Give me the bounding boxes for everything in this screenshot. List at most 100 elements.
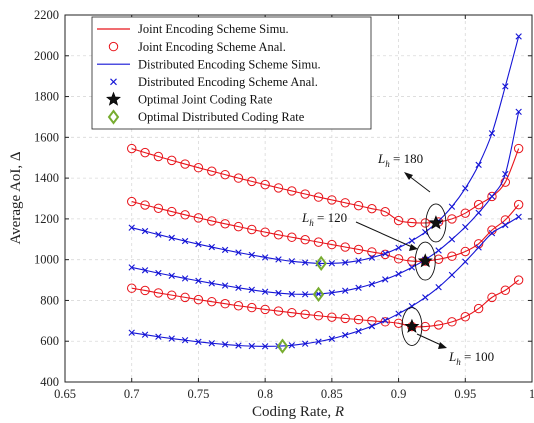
x-tick-label: 0.95	[454, 387, 476, 401]
point-marker-joint-lh100	[460, 312, 470, 322]
point-marker-distributed-lh100	[128, 329, 135, 336]
point-marker-distributed-lh180	[368, 254, 376, 261]
series-line-joint-lh180	[131, 148, 520, 224]
optimal-joint-marker	[404, 318, 420, 333]
point-marker-joint-lh120	[340, 242, 350, 252]
y-tick-label: 1400	[34, 171, 59, 185]
point-marker-distributed-lh120	[342, 287, 349, 294]
point-marker-distributed-lh100	[515, 213, 522, 221]
point-marker-distributed-lh180	[128, 224, 135, 231]
annotation-arrow-100	[416, 333, 442, 346]
y-axis-title: Average AoI, Δ	[8, 151, 24, 244]
point-marker-joint-lh180	[353, 200, 364, 211]
series-joint-lh100	[127, 275, 524, 332]
point-marker-joint-lh120	[273, 230, 284, 240]
group-ellipse	[425, 203, 447, 243]
plot-frame	[64, 14, 533, 383]
optimal-joint-marker	[417, 253, 433, 268]
point-marker-distributed-lh100	[288, 342, 296, 349]
point-marker-joint-lh180	[473, 199, 484, 210]
legend-label: Joint Encoding Scheme Simu.	[138, 22, 289, 36]
legend-item: Joint Encoding Scheme Simu.	[97, 22, 289, 36]
point-marker-joint-lh120	[260, 227, 270, 237]
point-marker-joint-lh120	[380, 249, 390, 260]
point-marker-distributed-lh180	[275, 256, 282, 263]
point-marker-joint-lh100	[313, 311, 324, 321]
x-axis-title: Coding Rate, R	[252, 404, 344, 420]
point-marker-distributed-lh180	[168, 234, 175, 242]
point-marker-distributed-lh180	[488, 130, 496, 137]
point-marker-joint-lh120	[153, 203, 164, 213]
series-line-joint-lh120	[131, 201, 520, 262]
point-marker-distributed-lh180	[382, 250, 389, 257]
annotation-lh-180: Lh = 180	[377, 151, 423, 169]
point-marker-distributed-lh120	[181, 275, 189, 282]
point-marker-joint-lh180	[273, 183, 284, 193]
series-distributed-lh120	[128, 108, 522, 298]
point-marker-joint-lh120	[167, 206, 177, 217]
point-marker-distributed-lh120	[235, 284, 242, 291]
point-marker-distributed-lh100	[261, 343, 269, 350]
point-marker-joint-lh180	[513, 143, 524, 154]
series-line-joint-lh100	[131, 279, 519, 328]
point-marker-joint-lh100	[140, 285, 150, 296]
point-marker-joint-lh180	[220, 169, 230, 180]
point-marker-distributed-lh180	[448, 203, 456, 210]
point-marker-joint-lh180	[300, 189, 310, 199]
point-marker-distributed-lh120	[328, 289, 336, 296]
point-marker-distributed-lh100	[221, 341, 229, 348]
legend-label: Optimal Distributed Coding Rate	[138, 110, 305, 124]
group-ellipse	[414, 241, 436, 281]
point-marker-joint-lh120	[220, 219, 230, 229]
point-marker-distributed-lh100	[395, 310, 402, 317]
point-marker-distributed-lh120	[382, 276, 389, 283]
point-marker-joint-lh100	[233, 301, 244, 311]
legend-item: Optimal Distributed Coding Rate	[107, 109, 305, 125]
point-marker-joint-lh120	[127, 196, 137, 207]
axis-ticks: 0.65 0.7 0.75 0.8 0.85 0.9 0.95 140060080010001…	[34, 8, 534, 401]
x-tick-label: 0.9	[391, 387, 407, 401]
point-marker-distributed-lh120	[355, 284, 362, 291]
legend-item: Distributed Encoding Scheme Anal.	[110, 75, 318, 89]
point-marker-joint-lh120	[353, 244, 364, 255]
point-marker-joint-lh100	[180, 292, 190, 303]
point-marker-distributed-lh180	[235, 249, 242, 256]
point-marker-joint-lh120	[460, 246, 470, 257]
point-marker-distributed-lh100	[141, 331, 149, 338]
point-marker-distributed-lh120	[488, 193, 496, 200]
point-marker-joint-lh100	[340, 313, 350, 324]
point-marker-joint-lh100	[153, 288, 164, 298]
point-marker-joint-lh180	[367, 203, 377, 214]
point-marker-joint-lh100	[300, 309, 310, 320]
point-marker-distributed-lh100	[248, 342, 255, 350]
point-marker-joint-lh120	[140, 200, 150, 210]
point-marker-distributed-lh120	[261, 288, 269, 295]
point-marker-joint-lh100	[247, 302, 257, 313]
point-marker-joint-lh180	[460, 208, 470, 218]
point-marker-joint-lh120	[433, 254, 444, 264]
point-marker-joint-lh120	[180, 210, 190, 220]
point-marker-distributed-lh120	[475, 209, 482, 216]
point-marker-joint-lh180	[153, 151, 164, 162]
annotation-arrow-120	[355, 221, 413, 248]
point-marker-distributed-lh100	[181, 337, 189, 344]
point-marker-joint-lh180	[327, 195, 337, 205]
point-marker-distributed-lh180	[248, 251, 255, 259]
point-marker-distributed-lh180	[195, 240, 202, 248]
point-marker-joint-lh100	[367, 316, 377, 326]
legend-swatch	[106, 91, 121, 106]
series-distributed-lh100	[128, 213, 522, 350]
point-marker-joint-lh120	[193, 213, 204, 223]
point-marker-distributed-lh120	[462, 223, 469, 231]
point-marker-joint-lh100	[500, 285, 511, 295]
point-marker-joint-lh100	[487, 292, 497, 303]
point-marker-distributed-lh180	[221, 246, 229, 254]
point-marker-distributed-lh180	[328, 260, 336, 267]
y-tick-label: 600	[40, 334, 59, 348]
point-marker-distributed-lh180	[342, 259, 349, 266]
y-tick-label: 1800	[34, 90, 59, 104]
x-tick-label: 0.65	[54, 387, 76, 401]
point-marker-distributed-lh100	[382, 317, 389, 324]
point-marker-distributed-lh100	[301, 340, 309, 347]
